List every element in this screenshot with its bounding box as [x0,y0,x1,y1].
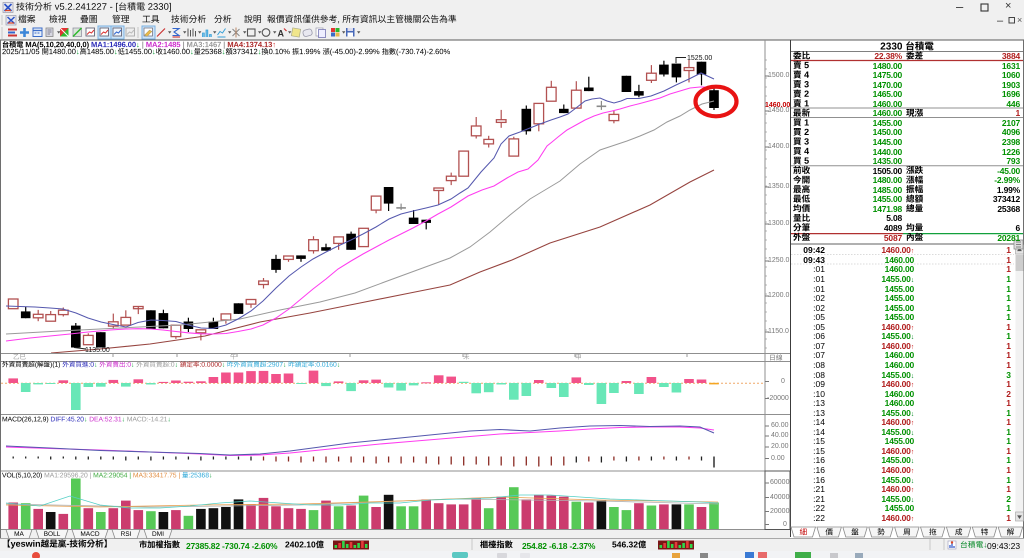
svg-text:A: A [278,29,285,39]
